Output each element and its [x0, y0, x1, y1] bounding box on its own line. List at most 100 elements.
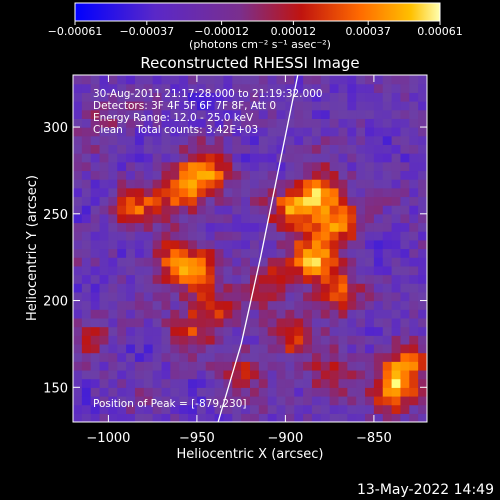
- heatmap-cell: [338, 248, 348, 258]
- heatmap-cell: [73, 205, 83, 215]
- heatmap-cell: [205, 161, 216, 172]
- heatmap-cell: [196, 161, 207, 172]
- heatmap-cell: [188, 404, 198, 414]
- heatmap-cell: [311, 196, 322, 206]
- heatmap-cell: [311, 378, 322, 388]
- heatmap-cell: [143, 395, 154, 406]
- heatmap-cell: [391, 161, 402, 172]
- heatmap-cell: [418, 135, 427, 145]
- heatmap-cell: [311, 291, 322, 302]
- heatmap-cell: [161, 170, 171, 180]
- heatmap-cell: [258, 369, 269, 380]
- heatmap-cell: [320, 144, 331, 154]
- heatmap-cell: [294, 187, 304, 198]
- heatmap-cell: [241, 343, 251, 354]
- heatmap-cell: [179, 222, 189, 232]
- heatmap-cell: [134, 300, 145, 310]
- heatmap-cell: [418, 395, 427, 406]
- heatmap-cell: [99, 92, 109, 102]
- heatmap-cell: [99, 239, 109, 250]
- heatmap-cell: [108, 161, 118, 172]
- heatmap-cell: [373, 317, 384, 328]
- heatmap-cell: [188, 413, 198, 422]
- heatmap-cell: [152, 404, 163, 414]
- heatmap-cell: [81, 317, 92, 328]
- heatmap-cell: [347, 75, 357, 85]
- heatmap-cell: [73, 83, 83, 93]
- heatmap-cell: [276, 326, 286, 336]
- heatmap-cell: [170, 187, 180, 198]
- heatmap-cell: [126, 404, 136, 414]
- heatmap-cell: [90, 135, 101, 145]
- heatmap-cell: [373, 369, 384, 380]
- heatmap-cell: [338, 291, 348, 302]
- heatmap-cell: [134, 205, 145, 215]
- colorbar: −0.00061 −0.00037 −0.00012 0.00012 0.00037 0.…: [48, 2, 463, 51]
- heatmap-cell: [196, 118, 207, 128]
- heatmap-cell: [338, 196, 348, 206]
- heatmap-cell: [409, 378, 419, 388]
- heatmap-cell: [338, 317, 348, 328]
- heatmap-cell: [258, 257, 269, 267]
- heatmap-cell: [285, 309, 295, 319]
- heatmap-cell: [391, 309, 402, 319]
- heatmap-cell: [214, 187, 225, 198]
- heatmap-cell: [267, 161, 278, 172]
- heatmap-cell: [338, 135, 348, 145]
- heatmap-cell: [126, 75, 136, 85]
- heatmap-cell: [99, 378, 109, 388]
- heatmap-cell: [179, 170, 189, 180]
- heatmap-cell: [196, 283, 207, 293]
- heatmap-cell: [365, 196, 375, 206]
- heatmap-cell: [81, 118, 92, 128]
- heatmap-cell: [232, 395, 242, 406]
- heatmap-cell: [152, 387, 163, 397]
- heatmap-cell: [303, 257, 313, 267]
- heatmap-cell: [365, 343, 375, 354]
- heatmap-cell: [382, 378, 393, 388]
- heatmap-cell: [241, 118, 251, 128]
- heatmap-cell: [365, 239, 375, 250]
- heatmap-cell: [179, 257, 189, 267]
- heatmap-cell: [418, 300, 427, 310]
- heatmap-cell: [179, 109, 189, 119]
- heatmap-cell: [152, 369, 163, 380]
- heatmap-cell: [99, 352, 109, 362]
- heatmap-cell: [338, 205, 348, 215]
- heatmap-cell: [108, 101, 118, 111]
- heatmap-cell: [170, 179, 180, 189]
- heatmap-cell: [161, 387, 171, 397]
- heatmap-cell: [205, 127, 216, 137]
- heatmap-cell: [338, 118, 348, 128]
- heatmap-cell: [117, 352, 127, 362]
- heatmap-cell: [400, 335, 410, 345]
- heatmap-cell: [188, 213, 198, 224]
- heatmap-cell: [196, 395, 207, 406]
- heatmap-cell: [320, 387, 331, 397]
- heatmap-cell: [196, 170, 207, 180]
- heatmap-cell: [179, 101, 189, 111]
- heatmap-cell: [81, 309, 92, 319]
- heatmap-cell: [81, 335, 92, 345]
- heatmap-cell: [161, 101, 171, 111]
- heatmap-cell: [258, 170, 269, 180]
- heatmap-cell: [170, 413, 180, 422]
- heatmap-cell: [205, 274, 216, 284]
- heatmap-cell: [134, 239, 145, 250]
- heatmap-cell: [329, 274, 340, 284]
- heatmap-cell: [214, 352, 225, 362]
- heatmap-cell: [126, 239, 136, 250]
- heatmap-cell: [188, 101, 198, 111]
- heatmap-cell: [214, 135, 225, 145]
- heatmap-cell: [285, 92, 295, 102]
- heatmap-cell: [81, 361, 92, 371]
- heatmap-cell: [294, 153, 304, 163]
- heatmap-cell: [276, 352, 286, 362]
- heatmap-cell: [205, 378, 216, 388]
- heatmap-cell: [329, 326, 340, 336]
- heatmap-cell: [382, 248, 393, 258]
- heatmap-cell: [409, 265, 419, 276]
- heatmap-cell: [365, 300, 375, 310]
- heatmap-cell: [134, 179, 145, 189]
- heatmap-cell: [418, 118, 427, 128]
